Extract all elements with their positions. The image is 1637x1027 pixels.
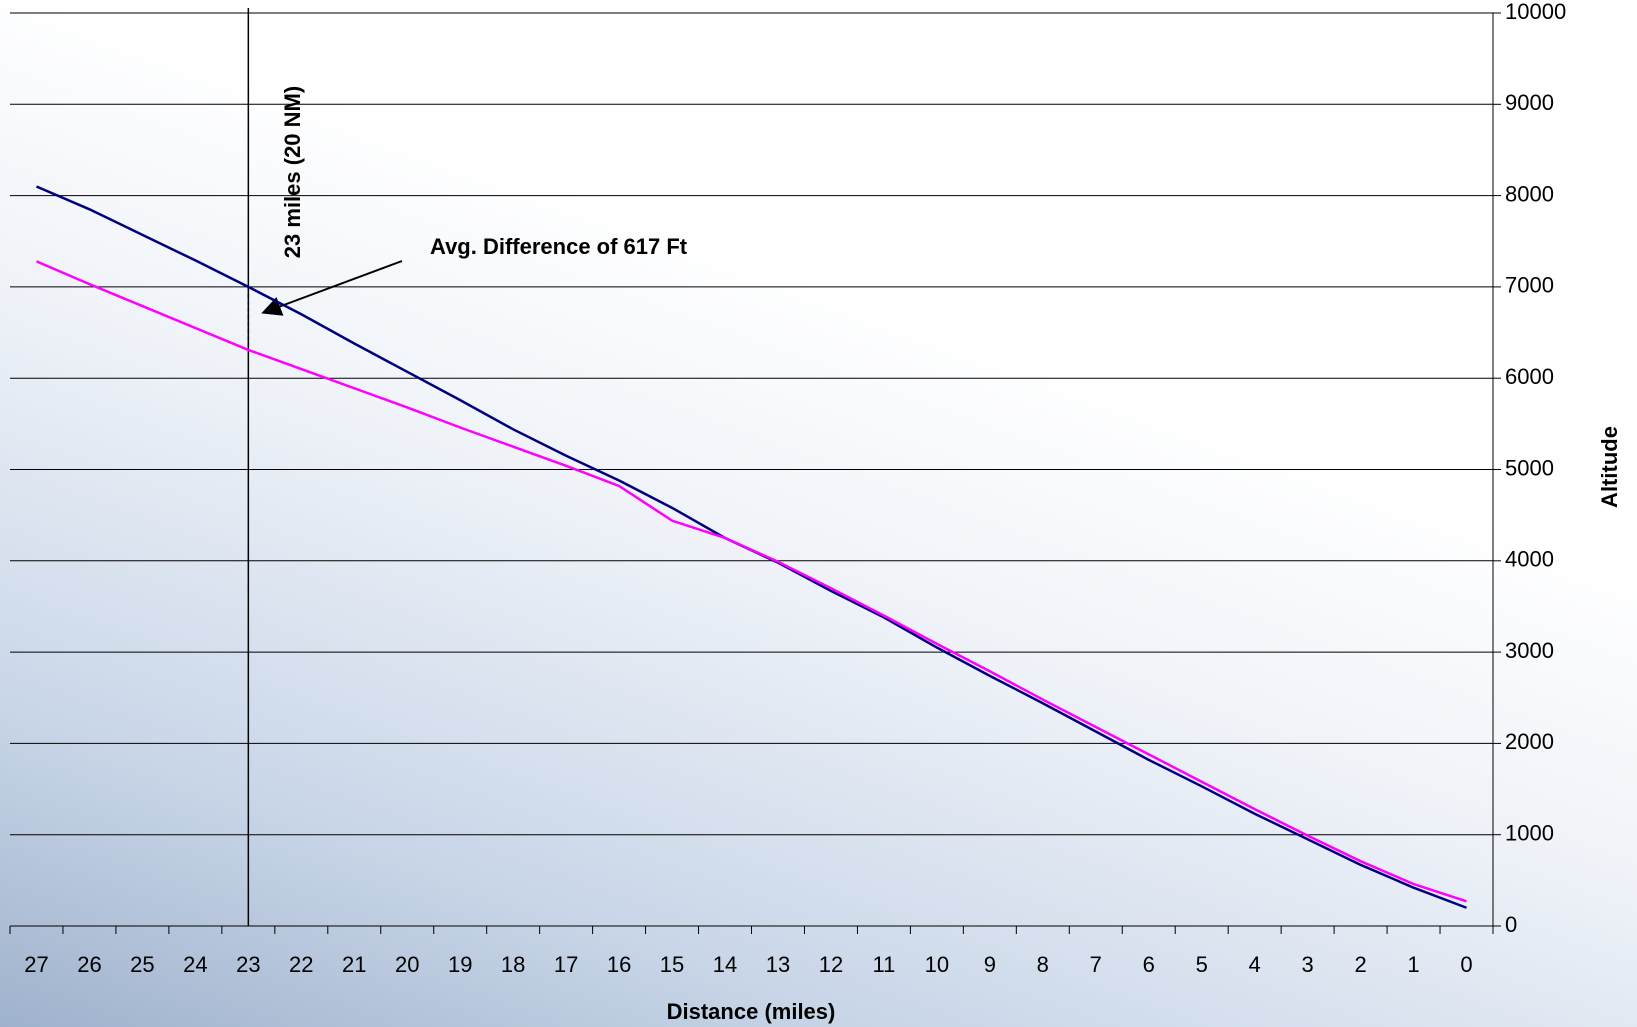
x-tick-label: 25	[130, 952, 154, 977]
y-tick-label: 6000	[1505, 364, 1554, 389]
x-tick-label: 14	[713, 952, 737, 977]
y-tick-label: 3000	[1505, 638, 1554, 663]
y-tick-label: 9000	[1505, 90, 1554, 115]
chart: Avg. Difference of 617 Ft 23 miles (20 N…	[0, 0, 1637, 1027]
x-tick-label: 17	[554, 952, 578, 977]
y-tick-label: 2000	[1505, 729, 1554, 754]
y-tick-label: 10000	[1505, 0, 1566, 24]
x-tick-label: 3	[1302, 952, 1314, 977]
x-tick-label: 0	[1460, 952, 1472, 977]
x-tick-label: 6	[1143, 952, 1155, 977]
annotation: Avg. Difference of 617 Ft	[430, 234, 688, 259]
x-tick-label: 4	[1249, 952, 1261, 977]
y-tick-label: 0	[1505, 912, 1517, 937]
x-tick-label: 12	[819, 952, 843, 977]
y-tick-label: 7000	[1505, 273, 1554, 298]
y-tick-label: 1000	[1505, 821, 1554, 846]
x-tick-label: 10	[925, 952, 949, 977]
x-tick-label: 7	[1090, 952, 1102, 977]
x-tick-label: 27	[24, 952, 48, 977]
x-tick-label: 16	[607, 952, 631, 977]
x-tick-label: 8	[1037, 952, 1049, 977]
x-tick-label: 19	[448, 952, 472, 977]
x-tick-label: 18	[501, 952, 525, 977]
x-tick-label: 1	[1407, 952, 1419, 977]
series-line	[36, 261, 1466, 901]
y-tick-label: 5000	[1505, 455, 1554, 480]
x-tick-label: 24	[183, 952, 207, 977]
x-tick-label: 2	[1354, 952, 1366, 977]
series-line	[36, 186, 1466, 907]
page: Avg. Difference of 617 Ft 23 miles (20 N…	[0, 0, 1637, 1027]
x-tick-label: 23	[236, 952, 260, 977]
x-tick-label: 5	[1196, 952, 1208, 977]
x-tick-label: 11	[872, 952, 895, 977]
x-tick-label: 9	[984, 952, 996, 977]
x-tick-label: 26	[77, 952, 101, 977]
y-axis-label: Altitude	[1597, 426, 1622, 508]
x-tick-label: 22	[289, 952, 313, 977]
x-tick-label: 20	[395, 952, 419, 977]
x-axis-label: Distance (miles)	[667, 999, 836, 1024]
x-tick-label: 13	[766, 952, 790, 977]
annotation: 23 miles (20 NM)	[280, 86, 305, 258]
x-tick-label: 21	[342, 952, 366, 977]
x-tick-label: 15	[660, 952, 684, 977]
y-tick-label: 8000	[1505, 181, 1554, 206]
y-tick-label: 4000	[1505, 547, 1554, 572]
